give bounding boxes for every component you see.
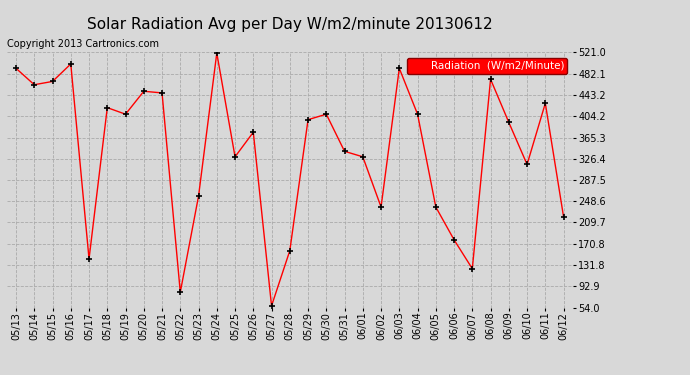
Legend: Radiation  (W/m2/Minute): Radiation (W/m2/Minute): [407, 58, 567, 74]
Text: Copyright 2013 Cartronics.com: Copyright 2013 Cartronics.com: [7, 39, 159, 50]
Text: Solar Radiation Avg per Day W/m2/minute 20130612: Solar Radiation Avg per Day W/m2/minute …: [87, 17, 493, 32]
